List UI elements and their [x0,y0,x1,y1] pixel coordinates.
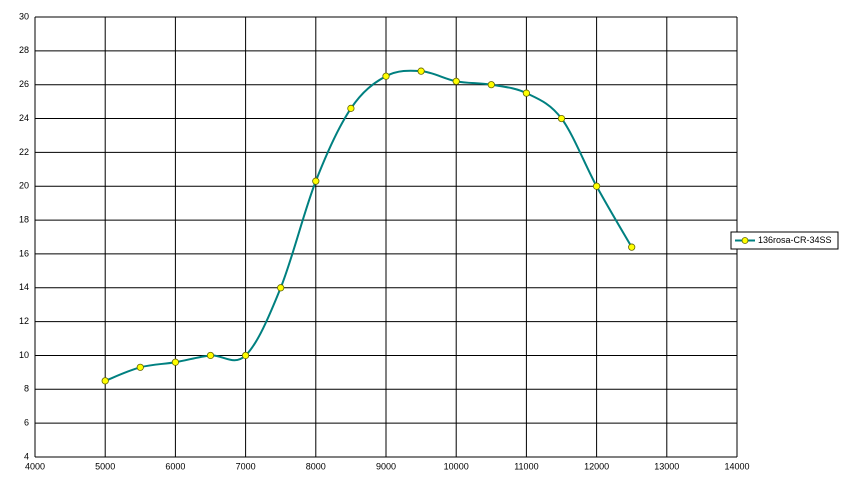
y-tick-label: 14 [19,282,29,292]
data-point [171,358,179,366]
data-point [206,351,215,360]
data-point [312,177,320,185]
legend-label: 136rosa-CR-34SS [758,235,832,245]
x-tick-label: 14000 [724,461,749,471]
y-tick-label: 20 [19,181,29,191]
data-point [592,182,601,190]
x-tick-label: 7000 [236,461,256,471]
y-tick-label: 8 [24,384,29,394]
x-tick-label: 11000 [514,461,538,471]
x-tick-label: 9000 [376,461,396,471]
legend-box [730,231,839,250]
y-tick-label: 12 [19,316,29,326]
series-line [104,69,633,382]
data-point [522,89,531,97]
data-point [347,104,355,112]
x-tick-label: 10000 [444,461,469,471]
data-point [628,243,636,251]
data-point [382,72,390,80]
y-tick-label: 18 [19,214,29,224]
data-point [136,363,144,371]
legend-marker [741,237,749,244]
x-tick-label: 4000 [25,461,45,471]
data-point [487,81,495,89]
data-point [452,77,460,85]
x-tick-label: 8000 [306,461,326,471]
y-tick-label: 28 [19,45,29,55]
data-point [101,377,109,385]
y-tick-label: 30 [19,11,29,21]
y-tick-label: 16 [19,248,29,258]
x-tick-label: 12000 [584,461,609,471]
x-tick-label: 5000 [95,461,115,471]
x-tick-label: 13000 [654,461,679,471]
y-tick-label: 4 [24,451,29,461]
x-tick-label: 6000 [165,461,185,471]
data-point [242,351,250,360]
y-tick-label: 10 [19,350,29,360]
y-tick-label: 6 [24,418,29,428]
data-point [417,67,425,75]
y-tick-label: 24 [19,113,29,123]
data-point [277,284,285,292]
data-point [557,114,566,123]
y-tick-label: 22 [19,147,29,157]
y-tick-label: 26 [19,79,29,89]
